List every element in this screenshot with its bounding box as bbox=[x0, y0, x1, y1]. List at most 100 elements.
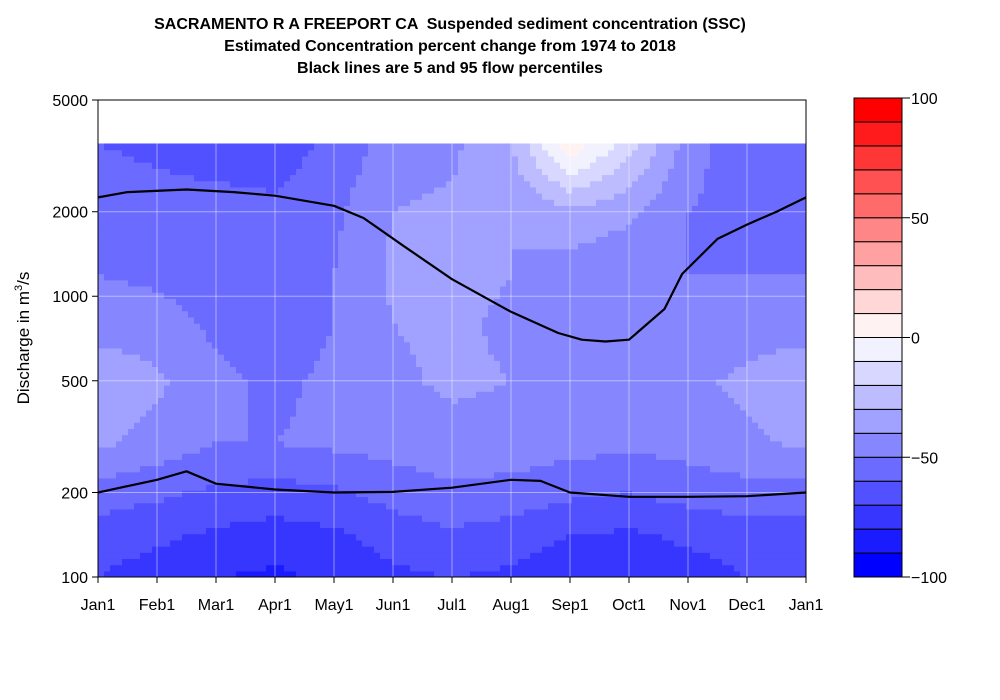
heatmap-cell bbox=[632, 484, 639, 491]
heatmap-cell bbox=[104, 428, 111, 436]
heatmap-cell bbox=[554, 360, 561, 368]
heatmap-cell bbox=[518, 546, 525, 553]
heatmap-cell bbox=[734, 552, 741, 560]
heatmap-cell bbox=[230, 391, 237, 399]
heatmap-cell bbox=[380, 440, 387, 448]
heatmap-cell bbox=[200, 335, 207, 343]
heatmap-cell bbox=[638, 428, 645, 436]
heatmap-cell bbox=[674, 446, 681, 454]
heatmap-cell bbox=[416, 496, 423, 504]
heatmap-cell bbox=[362, 391, 369, 399]
heatmap-cell bbox=[266, 453, 273, 460]
heatmap-cell bbox=[518, 459, 525, 467]
heatmap-cell bbox=[398, 552, 405, 560]
heatmap-cell bbox=[680, 434, 687, 442]
heatmap-cell bbox=[458, 428, 465, 436]
heatmap-cell bbox=[344, 397, 351, 405]
heatmap-cell bbox=[674, 477, 681, 485]
heatmap-cell bbox=[110, 552, 117, 560]
heatmap-cell bbox=[602, 477, 609, 485]
heatmap-cell bbox=[374, 341, 381, 349]
heatmap-cell bbox=[338, 434, 345, 442]
heatmap-cell bbox=[374, 496, 381, 504]
heatmap-cell bbox=[740, 341, 747, 349]
heatmap-cell bbox=[452, 471, 459, 479]
heatmap-cell bbox=[716, 403, 723, 411]
heatmap-cell bbox=[338, 415, 345, 423]
heatmap-cell bbox=[650, 490, 657, 498]
heatmap-cell bbox=[680, 446, 687, 454]
heatmap-cell bbox=[800, 515, 806, 522]
heatmap-cell bbox=[200, 323, 207, 330]
heatmap-cell bbox=[98, 422, 105, 429]
heatmap-cell bbox=[356, 434, 363, 442]
heatmap-cell bbox=[308, 366, 315, 374]
heatmap-cell bbox=[224, 552, 231, 560]
heatmap-cell bbox=[692, 533, 699, 541]
heatmap-cell bbox=[236, 360, 243, 368]
heatmap-cell bbox=[248, 440, 255, 448]
heatmap-cell bbox=[296, 409, 303, 417]
heatmap-cell bbox=[422, 564, 429, 572]
heatmap-cell bbox=[482, 477, 489, 485]
heatmap-cell bbox=[176, 471, 183, 479]
heatmap-cell bbox=[212, 552, 219, 560]
heatmap-cell bbox=[686, 564, 693, 572]
heatmap-cell bbox=[308, 521, 315, 529]
heatmap-cell bbox=[716, 453, 723, 460]
heatmap-cell bbox=[800, 347, 806, 355]
heatmap-cell bbox=[698, 564, 705, 572]
heatmap-cell bbox=[572, 316, 579, 324]
heatmap-cell bbox=[248, 316, 255, 324]
heatmap-cell bbox=[362, 477, 369, 485]
heatmap-cell bbox=[716, 533, 723, 541]
heatmap-cell bbox=[434, 341, 441, 349]
heatmap-cell bbox=[422, 546, 429, 553]
heatmap-cell bbox=[800, 446, 806, 454]
heatmap-cell bbox=[770, 533, 777, 541]
heatmap-cell bbox=[392, 446, 399, 454]
heatmap-cell bbox=[188, 477, 195, 485]
heatmap-cell bbox=[446, 564, 453, 572]
heatmap-cell bbox=[344, 440, 351, 448]
heatmap-cell bbox=[494, 502, 501, 510]
heatmap-cell bbox=[770, 471, 777, 479]
heatmap-cell bbox=[782, 502, 789, 510]
heatmap-cell bbox=[794, 329, 801, 337]
heatmap-cell bbox=[200, 310, 207, 318]
heatmap-cell bbox=[560, 440, 567, 448]
heatmap-cell bbox=[350, 552, 357, 560]
heatmap-cell bbox=[236, 378, 243, 386]
heatmap-cell bbox=[380, 403, 387, 411]
heatmap-cell bbox=[770, 465, 777, 473]
heatmap-cell bbox=[512, 546, 519, 553]
heatmap-cell bbox=[656, 471, 663, 479]
heatmap-cell bbox=[500, 341, 507, 349]
heatmap-cell bbox=[548, 539, 555, 547]
heatmap-cell bbox=[146, 440, 153, 448]
heatmap-cell bbox=[758, 428, 765, 436]
heatmap-cell bbox=[212, 378, 219, 386]
heatmap-cell bbox=[770, 477, 777, 485]
heatmap-cell bbox=[614, 354, 621, 361]
heatmap-cell bbox=[188, 409, 195, 417]
heatmap-cell bbox=[254, 341, 261, 349]
heatmap-cell bbox=[260, 539, 267, 547]
heatmap-cell bbox=[290, 316, 297, 324]
heatmap-cell bbox=[308, 502, 315, 510]
heatmap-cell bbox=[242, 496, 249, 504]
heatmap-cell bbox=[638, 490, 645, 498]
heatmap-cell bbox=[368, 347, 375, 355]
heatmap-cell bbox=[578, 316, 585, 324]
heatmap-cell bbox=[290, 515, 297, 522]
heatmap-cell bbox=[320, 360, 327, 368]
heatmap-cell bbox=[350, 546, 357, 553]
heatmap-cell bbox=[608, 552, 615, 560]
heatmap-cell bbox=[104, 446, 111, 454]
heatmap-cell bbox=[308, 391, 315, 399]
heatmap-cell bbox=[458, 378, 465, 386]
heatmap-cell bbox=[104, 372, 111, 380]
heatmap-cell bbox=[158, 378, 165, 386]
heatmap-cell bbox=[338, 502, 345, 510]
heatmap-cell bbox=[338, 341, 345, 349]
